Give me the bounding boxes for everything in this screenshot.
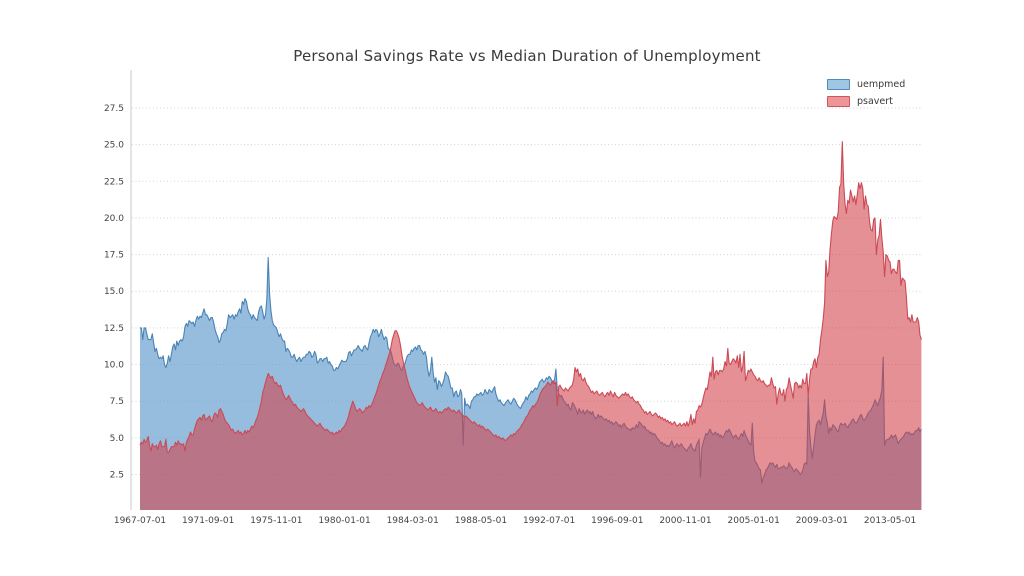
legend: uempmed psavert: [827, 76, 905, 110]
y-tick-label: 7.5: [110, 397, 124, 407]
psavert-area: [140, 141, 922, 510]
y-tick-label: 17.5: [104, 251, 124, 261]
y-tick-label: 2.5: [110, 471, 124, 481]
x-tick-label: 1971-09-01: [182, 516, 234, 526]
x-tick-label: 2000-11-01: [659, 516, 711, 526]
legend-swatch-uempmed-icon: [827, 79, 850, 90]
x-tick-label: 1992-07-01: [523, 516, 575, 526]
psavert-line: [139, 141, 922, 454]
x-tick-label: 1984-03-01: [387, 516, 439, 526]
y-tick-label: 10.0: [104, 361, 124, 371]
x-tick-label: 1996-09-01: [591, 516, 643, 526]
y-tick-label: 12.5: [104, 324, 124, 334]
x-tick-label: 1975-11-01: [250, 516, 302, 526]
y-tick-label: 25.0: [104, 141, 124, 151]
legend-item-uempmed: uempmed: [827, 76, 905, 93]
y-tick-label: 20.0: [104, 214, 124, 224]
x-tick-label: 1980-01-01: [318, 516, 370, 526]
legend-item-psavert: psavert: [827, 93, 905, 110]
x-tick-label: 2009-03-01: [796, 516, 848, 526]
x-tick-label: 2005-01-01: [728, 516, 780, 526]
legend-swatch-psavert-icon: [827, 96, 850, 107]
y-tick-label: 5.0: [110, 434, 125, 444]
x-tick-label: 1988-05-01: [455, 516, 507, 526]
y-tick-label: 27.5: [104, 104, 124, 114]
x-tick-label: 2013-05-01: [864, 516, 916, 526]
chart-title: Personal Savings Rate vs Median Duration…: [293, 47, 761, 65]
legend-label-uempmed: uempmed: [857, 78, 906, 90]
legend-label-psavert: psavert: [857, 95, 893, 107]
x-tick-label: 1967-07-01: [114, 516, 166, 526]
y-tick-label: 22.5: [104, 177, 124, 187]
y-tick-label: 15.0: [104, 287, 124, 297]
